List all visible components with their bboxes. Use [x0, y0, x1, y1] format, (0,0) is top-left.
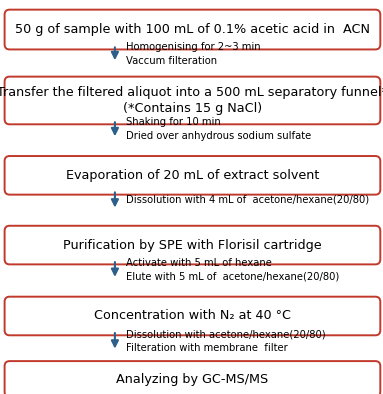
Text: Dissolution with acetone/hexane(20/80)
Filteration with membrane  filter: Dissolution with acetone/hexane(20/80) F… [126, 329, 326, 353]
FancyBboxPatch shape [5, 297, 380, 335]
FancyBboxPatch shape [5, 226, 380, 264]
Text: Purification by SPE with Florisil cartridge: Purification by SPE with Florisil cartri… [63, 239, 322, 251]
Text: Concentration with N₂ at 40 °C: Concentration with N₂ at 40 °C [94, 310, 291, 322]
Text: Activate with 5 mL of hexane
Elute with 5 mL of  acetone/hexane(20/80): Activate with 5 mL of hexane Elute with … [126, 258, 340, 281]
Text: Evaporation of 20 mL of extract solvent: Evaporation of 20 mL of extract solvent [66, 169, 319, 182]
Text: Analyzing by GC-MS/MS: Analyzing by GC-MS/MS [116, 373, 268, 385]
FancyBboxPatch shape [5, 361, 380, 394]
Text: 50 g of sample with 100 mL of 0.1% acetic acid in  ACN: 50 g of sample with 100 mL of 0.1% aceti… [15, 23, 370, 36]
Text: Homogenising for 2~3 min
Vaccum filteration: Homogenising for 2~3 min Vaccum filterat… [126, 42, 261, 65]
Text: Shaking for 10 min
Dried over anhydrous sodium sulfate: Shaking for 10 min Dried over anhydrous … [126, 117, 312, 141]
FancyBboxPatch shape [5, 156, 380, 195]
Text: Dissolution with 4 mL of  acetone/hexane(20/80): Dissolution with 4 mL of acetone/hexane(… [126, 195, 370, 205]
FancyBboxPatch shape [5, 9, 380, 50]
Text: Transfer the filtered aliquot into a 500 mL separatory funnel*
(*Contains 15 g N: Transfer the filtered aliquot into a 500… [0, 86, 383, 115]
FancyBboxPatch shape [5, 76, 380, 125]
